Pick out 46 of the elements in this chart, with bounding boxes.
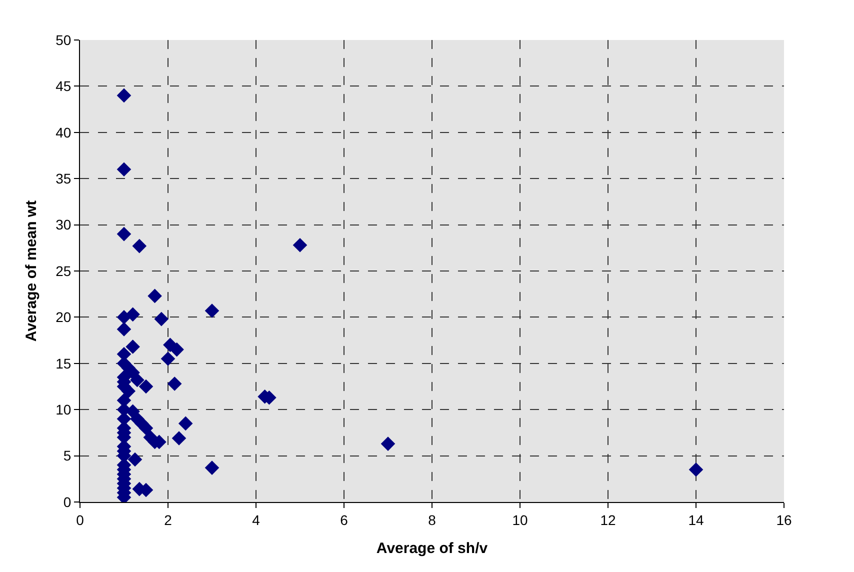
x-tick-label: 4 [252,512,260,528]
y-tick-label: 50 [56,32,72,48]
point [116,322,132,336]
point [204,460,220,475]
x-tick-label: 14 [688,512,704,528]
y-tick-label: 40 [56,124,72,140]
point [148,288,162,304]
y-tick-label: 20 [56,309,72,326]
point [170,342,184,357]
point [132,238,147,254]
x-tick-label: 10 [512,512,528,528]
point [204,304,220,318]
point [688,462,704,477]
point [380,436,396,451]
point [126,340,140,354]
x-tick-label: 16 [776,512,792,528]
point [172,431,186,446]
y-tick-label: 0 [63,494,72,510]
point [130,372,144,388]
point [154,312,169,326]
point [160,352,176,366]
point [121,384,136,398]
point [167,376,182,391]
point [126,307,140,322]
x-axis-title: Average of sh/v [376,540,488,557]
point [116,226,132,242]
y-tick-label: 30 [56,216,72,233]
x-tick-label: 8 [428,512,436,528]
y-tick-label: 15 [56,355,72,372]
x-tick-label: 2 [164,512,172,528]
point [116,162,132,177]
point [138,420,154,436]
x-tick-label: 6 [340,512,348,528]
y-axis-title: Average of mean wt [22,200,40,342]
point [128,452,142,467]
point [292,238,308,252]
point [178,416,193,431]
y-tick-label: 35 [56,170,72,186]
y-tick-label: 5 [63,448,72,464]
point [116,88,132,103]
y-tick-label: 25 [56,262,72,279]
x-tick-label: 0 [76,512,84,528]
point [138,379,154,394]
x-tick-label: 12 [600,512,616,528]
y-tick-label: 10 [56,402,72,418]
y-tick-label: 45 [56,78,72,94]
